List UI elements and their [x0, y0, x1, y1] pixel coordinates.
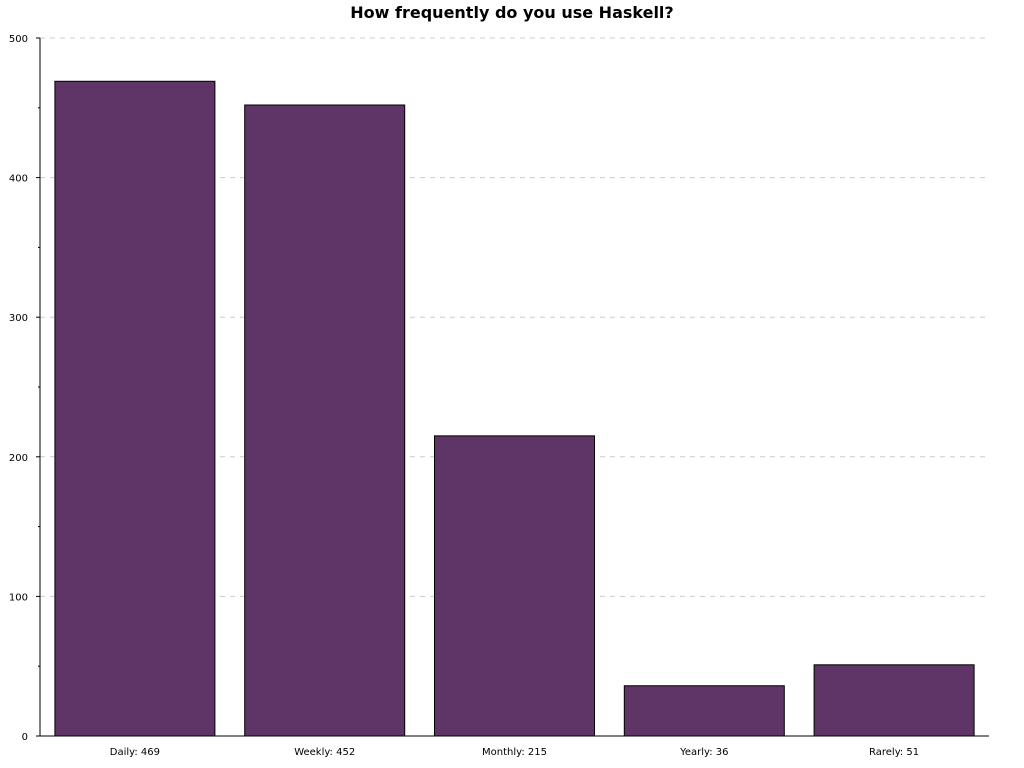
tick-labels: 0 100 200 300 400 500 Daily: 469 Weekly: 452 Mon…: [9, 34, 919, 758]
y-tick-label: 100: [9, 592, 28, 603]
y-tick-label: 200: [9, 453, 28, 464]
bars: [54, 80, 975, 737]
bar: [244, 104, 406, 737]
y-tick-label: 300: [9, 313, 28, 324]
x-tick-label: Daily: 469: [110, 747, 160, 758]
x-tick-label: Yearly: 36: [679, 747, 728, 758]
bar: [54, 80, 216, 737]
chart-title: How frequently do you use Haskell?: [350, 3, 674, 22]
bar: [813, 664, 975, 737]
x-tick-label: Rarely: 51: [869, 747, 919, 758]
y-tick-label: 400: [9, 174, 28, 185]
x-tick-label: Weekly: 452: [294, 747, 355, 758]
y-tick-label: 0: [22, 732, 28, 743]
bar: [623, 685, 785, 737]
y-tick-label: 500: [9, 34, 28, 45]
axes: [36, 37, 989, 737]
x-tick-label: Monthly: 215: [482, 747, 547, 758]
bar: [434, 435, 595, 737]
